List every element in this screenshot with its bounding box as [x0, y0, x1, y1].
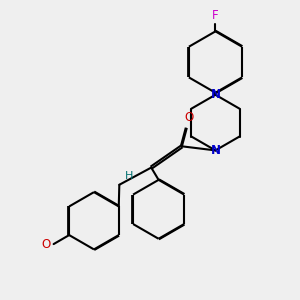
Text: H: H: [125, 171, 134, 181]
Text: F: F: [212, 9, 219, 22]
Text: O: O: [184, 111, 194, 124]
Text: N: N: [210, 144, 220, 157]
Text: O: O: [42, 238, 51, 250]
Text: N: N: [210, 88, 220, 101]
